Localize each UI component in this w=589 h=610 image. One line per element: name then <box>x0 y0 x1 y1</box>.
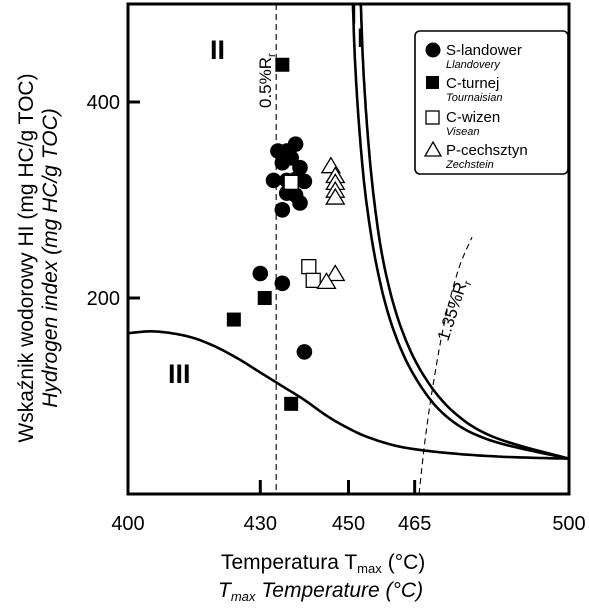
legend-sub-p-cechsztyn: Zechstein <box>445 159 494 171</box>
legend-marker-p-cechsztyn <box>423 140 443 157</box>
legend-sub-c-turnej: Tournaisian <box>446 92 502 104</box>
ro-label-0-5: 0.5%Rr <box>256 53 278 108</box>
data-point-s-landower <box>292 159 308 176</box>
region-label-II: II <box>210 35 225 65</box>
data-point-c-wizen <box>283 174 299 191</box>
x-tick-label: 400 <box>111 513 144 535</box>
x-axis-title-italic: Tmax Temperature (°C) <box>218 579 423 604</box>
y-tick-label: 400 <box>87 92 120 114</box>
kerogen-type-I-boundary-inner <box>359 3 570 460</box>
vitrinite-reflectance-lines <box>275 4 473 495</box>
data-point-c-turnej <box>226 312 241 327</box>
data-point-s-landower <box>274 154 291 171</box>
legend-marker-s-landower <box>425 42 441 58</box>
data-point-s-landower <box>274 275 291 292</box>
data-point-s-landower <box>252 265 269 282</box>
kerogen-type-I-boundary-outer <box>351 3 570 460</box>
data-point-p-cechsztyn <box>325 264 346 282</box>
y-tick-label: 200 <box>87 288 120 310</box>
legend-sub-c-wizen: Visean <box>446 126 479 138</box>
legend-label-s-landower: S-landower <box>446 42 522 59</box>
kerogen-type-curves <box>127 3 570 460</box>
region-label-I: I <box>357 23 365 53</box>
data-point-c-turnej <box>257 291 272 305</box>
data-point-s-landower <box>296 173 313 190</box>
legend-marker-c-turnej <box>426 76 439 89</box>
data-point-s-landower <box>265 172 282 189</box>
data-point-s-landower <box>287 136 304 152</box>
data-point-c-wizen <box>301 258 317 275</box>
data-point-s-landower <box>274 202 291 218</box>
legend-box <box>414 30 569 175</box>
legend: S-landower Llandovery C-turnej Tournaisi… <box>414 30 569 175</box>
y-axis-title: Wskaźnik wodorowy HI (mg HC/g TOC) <box>15 73 38 442</box>
kerogen-type-III-boundary <box>127 330 570 460</box>
legend-label-p-cechsztyn: P-cechsztyn <box>446 142 528 159</box>
x-tick-label: 430 <box>244 513 277 535</box>
data-point-p-cechsztyn <box>325 187 346 205</box>
legend-label-c-wizen: C-wizen <box>446 109 500 126</box>
x-tick-label: 500 <box>552 513 585 535</box>
x-tick-label: 450 <box>332 513 365 535</box>
legend-marker-c-wizen <box>425 110 440 125</box>
data-point-s-landower <box>296 344 313 360</box>
region-label-III: III <box>168 359 191 389</box>
legend-label-c-turnej: C-turnej <box>446 75 499 92</box>
data-markers <box>226 57 346 411</box>
x-axis-title: Temperatura Tmax (°C) <box>221 551 425 576</box>
data-point-p-cechsztyn <box>316 272 337 289</box>
legend-sub-s-landower: Llandovery <box>446 59 501 71</box>
ro-label-1-35: 1.35%Rr <box>434 276 475 344</box>
axes: 400 430 450 465 500 200 400 <box>87 2 586 535</box>
data-point-c-turnej <box>275 57 290 72</box>
x-tick-label: 465 <box>398 513 431 535</box>
y-axis-title-italic: Hydrogen index (mg HC/g TOC) <box>39 108 62 408</box>
data-point-c-wizen <box>305 272 321 289</box>
data-point-s-landower <box>292 195 308 211</box>
data-point-c-turnej <box>284 396 299 411</box>
